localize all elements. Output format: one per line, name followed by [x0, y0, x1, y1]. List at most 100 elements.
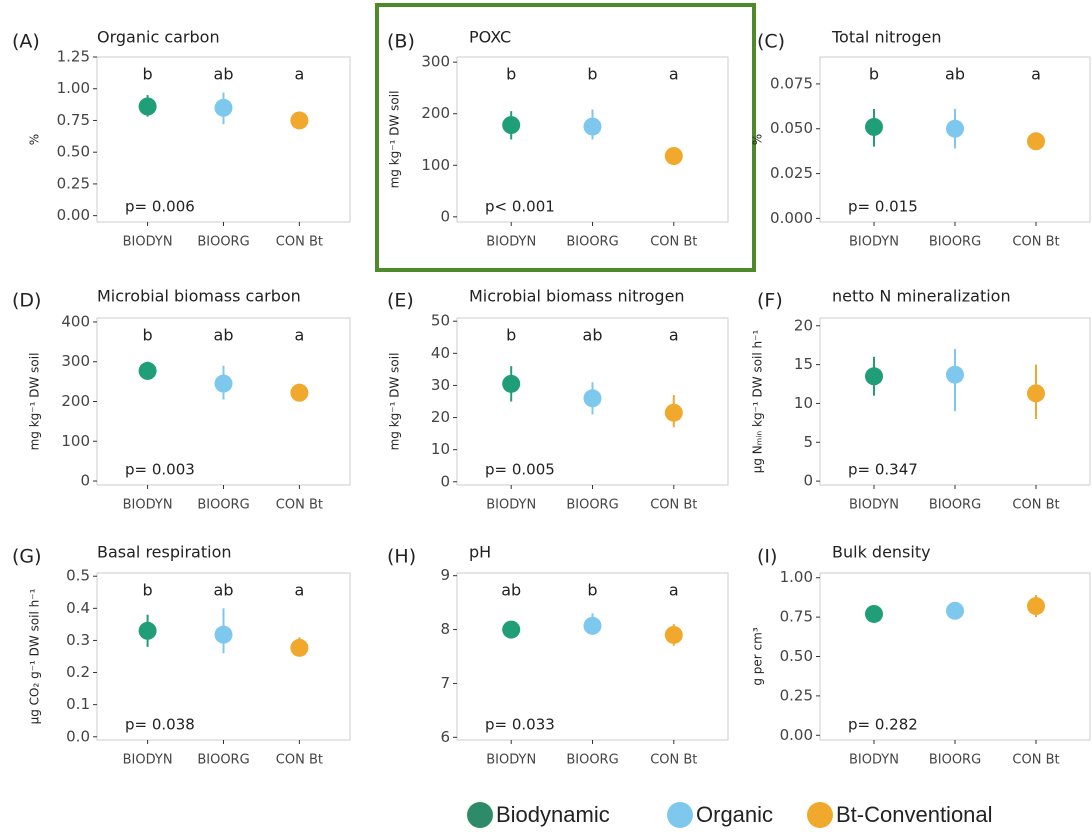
- significance-letter: ab: [583, 326, 603, 345]
- y-tick-label: 200: [61, 392, 90, 410]
- y-tick-label: 0.50: [57, 143, 90, 161]
- y-tick-label: 15: [794, 355, 813, 373]
- y-tick-label: 0: [440, 207, 450, 225]
- x-tick-label: BIODYN: [849, 235, 899, 250]
- y-tick-label: 100: [421, 156, 450, 174]
- mean-point: [1027, 132, 1045, 151]
- y-tick-label: 7: [440, 674, 450, 692]
- x-tick-label: BIOORG: [566, 235, 618, 250]
- y-tick-label: 40: [431, 344, 450, 362]
- y-axis-label: mg kg⁻¹ DW soil: [388, 353, 402, 451]
- y-tick-label: 0.75: [780, 608, 813, 626]
- y-tick-label: 100: [61, 432, 90, 450]
- y-tick-label: 200: [421, 104, 450, 122]
- mean-point: [865, 367, 883, 386]
- legend-label: Biodynamic: [496, 802, 610, 827]
- significance-letter: a: [294, 326, 304, 345]
- y-tick-label: 0.25: [57, 174, 90, 192]
- panel-title: Microbial biomass nitrogen: [469, 287, 685, 306]
- panel-label: (F): [757, 290, 783, 312]
- x-tick-label: BIOORG: [929, 498, 981, 513]
- y-axis-label: %: [751, 134, 765, 145]
- y-tick-label: 400: [61, 312, 90, 330]
- x-tick-label: BIODYN: [123, 753, 173, 768]
- y-tick-label: 0.4: [66, 599, 90, 617]
- legend-swatch: [667, 802, 693, 828]
- x-tick-label: CON Bt: [276, 753, 323, 768]
- x-tick-label: CON Bt: [650, 753, 697, 768]
- mean-point: [664, 403, 683, 422]
- panel-label: (H): [387, 546, 416, 568]
- x-tick-label: BIOORG: [197, 498, 249, 513]
- y-tick-label: 0.75: [57, 111, 90, 129]
- significance-letter: b: [587, 581, 597, 600]
- p-value: p= 0.006: [125, 198, 195, 216]
- y-tick-label: 0.00: [57, 206, 90, 224]
- mean-point: [1027, 384, 1045, 403]
- y-tick-label: 20: [794, 316, 813, 334]
- x-tick-label: BIODYN: [849, 498, 899, 513]
- mean-point: [865, 604, 883, 623]
- y-tick-label: 5: [803, 433, 813, 451]
- y-axis-label: mg kg⁻¹ DW soil: [28, 353, 42, 451]
- significance-letter: b: [143, 326, 153, 345]
- y-tick-label: 10: [431, 440, 450, 458]
- plot-area: [96, 572, 351, 741]
- y-tick-label: 1.25: [57, 48, 90, 66]
- mean-point: [290, 111, 309, 130]
- significance-letter: ab: [214, 581, 234, 600]
- y-tick-label: 300: [61, 352, 90, 370]
- mean-point: [290, 383, 309, 402]
- y-tick-label: 0.50: [780, 647, 813, 665]
- mean-point: [502, 116, 521, 135]
- plot-area: [819, 572, 1091, 741]
- plot-area: [96, 56, 351, 223]
- significance-letter: a: [1031, 65, 1041, 84]
- y-axis-label: %: [28, 134, 42, 145]
- panel-label: (B): [387, 31, 415, 53]
- panel-label: (E): [387, 290, 414, 312]
- mean-point: [946, 601, 964, 620]
- y-axis-label: g per cm³: [751, 627, 765, 685]
- y-axis-label: µg CO₂ g⁻¹ DW soil h⁻¹: [28, 588, 42, 724]
- y-tick-label: 0.000: [770, 209, 813, 227]
- significance-letter: b: [143, 581, 153, 600]
- x-tick-label: BIODYN: [849, 753, 899, 768]
- y-tick-label: 30: [431, 376, 450, 394]
- panel-title: netto N mineralization: [832, 287, 1011, 306]
- y-axis-label: mg kg⁻¹ DW soil: [388, 91, 402, 189]
- panel-label: (I): [757, 546, 777, 568]
- y-tick-label: 8: [440, 620, 450, 638]
- p-value: p= 0.033: [485, 716, 555, 734]
- mean-point: [664, 147, 683, 165]
- x-tick-label: BIODYN: [486, 753, 536, 768]
- significance-letter: a: [669, 65, 679, 84]
- significance-letter: b: [143, 65, 153, 84]
- x-tick-label: BIODYN: [486, 235, 536, 250]
- panel-title: Bulk density: [832, 543, 931, 562]
- p-value: p= 0.015: [848, 198, 918, 216]
- y-tick-label: 1.00: [780, 568, 813, 586]
- y-tick-label: 0.3: [66, 631, 90, 649]
- x-tick-label: BIOORG: [566, 753, 618, 768]
- y-tick-label: 0.5: [66, 567, 90, 585]
- significance-letter: ab: [501, 581, 521, 600]
- y-axis-label: µg Nₘᵢₙ kg⁻¹ DW soil h⁻¹: [751, 330, 765, 474]
- significance-letter: ab: [214, 65, 234, 84]
- legend-label: Organic: [696, 802, 773, 827]
- mean-point: [583, 616, 602, 635]
- mean-point: [946, 365, 964, 384]
- panel-title: Basal respiration: [97, 543, 232, 562]
- x-tick-label: CON Bt: [1012, 753, 1059, 768]
- panel-title: Organic carbon: [97, 28, 220, 47]
- significance-letter: b: [869, 65, 879, 84]
- mean-point: [214, 374, 233, 393]
- legend-swatch: [807, 802, 833, 828]
- plot-area: [456, 572, 729, 741]
- significance-letter: a: [669, 581, 679, 600]
- mean-point: [214, 98, 233, 117]
- y-tick-label: 0.075: [770, 74, 813, 92]
- significance-letter: b: [506, 326, 516, 345]
- p-value: p= 0.038: [125, 716, 195, 734]
